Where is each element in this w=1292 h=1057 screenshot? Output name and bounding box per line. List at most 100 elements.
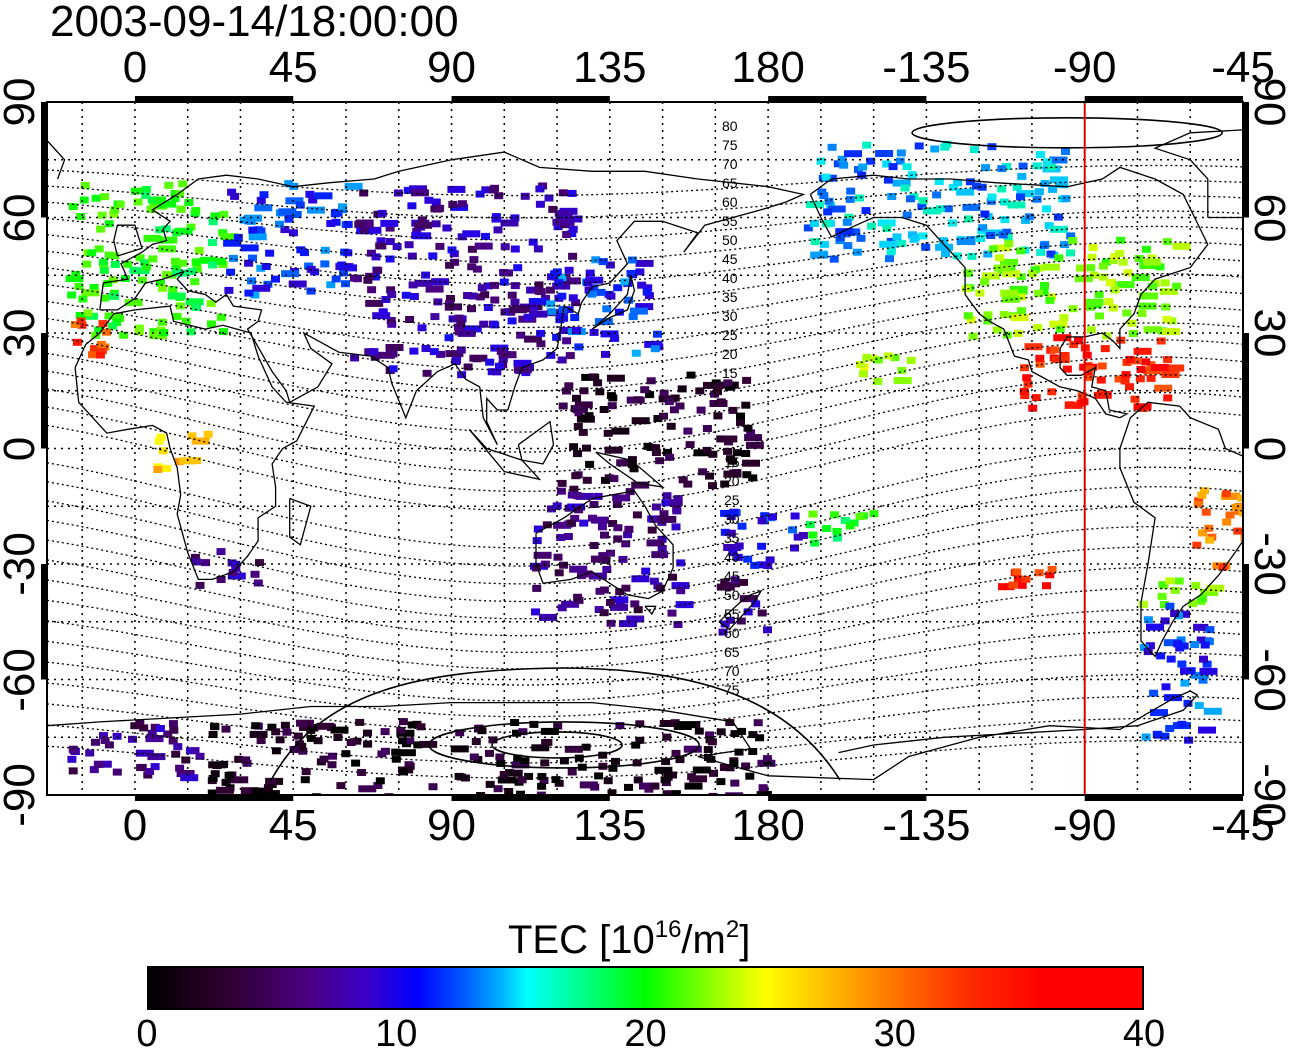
- tec-cell: [123, 260, 133, 268]
- tec-cell: [659, 389, 669, 397]
- tec-cell: [301, 768, 311, 776]
- tec-cell: [224, 286, 234, 294]
- tec-cell: [510, 298, 520, 306]
- tec-cell: [855, 513, 865, 520]
- latitude-tick-label: -30: [1245, 532, 1292, 596]
- tec-cell: [588, 514, 597, 522]
- tec-cell: [1206, 584, 1225, 592]
- tec-cell: [603, 777, 613, 785]
- coastline-11: [595, 451, 665, 488]
- tec-cell: [758, 784, 768, 792]
- tec-cell: [1061, 148, 1070, 155]
- tec-cell: [523, 313, 533, 321]
- tec-cell: [718, 628, 728, 636]
- tec-cell: [74, 282, 84, 290]
- tec-cell: [216, 548, 226, 556]
- tec-cell: [677, 385, 687, 393]
- tec-cell: [693, 449, 712, 457]
- tec-cell: [405, 737, 415, 745]
- tec-cell: [713, 388, 722, 396]
- tec-cell: [178, 180, 188, 188]
- tec-cell: [741, 762, 751, 770]
- contour-label-south: 30: [724, 511, 740, 527]
- tec-cell: [135, 749, 154, 757]
- tec-cell: [230, 776, 249, 784]
- tec-cell: [1075, 264, 1085, 272]
- tec-cell: [1022, 374, 1032, 382]
- tec-cell: [1050, 176, 1068, 184]
- mag-contour-line: [47, 587, 1243, 670]
- tec-cell: [743, 608, 753, 616]
- tec-cell: [539, 777, 549, 784]
- tec-cell: [267, 723, 277, 731]
- tec-cell: [469, 354, 488, 362]
- tec-cell: [201, 559, 211, 567]
- tec-cell: [564, 382, 574, 390]
- tec-cell: [805, 521, 815, 529]
- tec-cell: [195, 752, 205, 760]
- tec-cell: [219, 328, 228, 336]
- tec-cell: [186, 223, 196, 231]
- tec-cell: [1167, 317, 1177, 325]
- tec-cell: [720, 528, 730, 536]
- tec-cell: [528, 298, 547, 305]
- tec-cell: [803, 224, 813, 232]
- coastline-12: [718, 589, 763, 631]
- tec-cell: [649, 577, 659, 585]
- tec-cell: [883, 176, 893, 184]
- tec-cell: [1157, 592, 1167, 600]
- tec-cell: [397, 737, 407, 745]
- tec-cell: [510, 245, 520, 253]
- tec-cell: [155, 725, 165, 732]
- tec-cell: [556, 534, 566, 541]
- tec-cell: [207, 320, 216, 328]
- tec-cell: [404, 241, 414, 249]
- tec-cell: [256, 737, 266, 745]
- tec-cell: [684, 782, 703, 790]
- tec-cell: [472, 265, 482, 273]
- tec-cell: [498, 351, 517, 359]
- tec-cell: [918, 232, 928, 240]
- tec-cell: [745, 441, 764, 449]
- tec-cell: [921, 243, 931, 251]
- tec-cell: [305, 190, 315, 198]
- tec-cell: [153, 466, 163, 473]
- tec-cell: [558, 189, 568, 197]
- contour-label-south: 55: [724, 606, 740, 622]
- tec-cell: [170, 190, 180, 197]
- latitude-tick-label: 60: [1245, 193, 1292, 242]
- tec-cell: [453, 323, 463, 331]
- tec-cell: [108, 322, 118, 330]
- tec-cell: [1089, 271, 1099, 279]
- contour-label-north: 40: [722, 270, 738, 286]
- tec-cell: [1054, 254, 1064, 262]
- tec-cell: [510, 282, 520, 290]
- tec-cell: [140, 259, 150, 267]
- tec-cell: [1002, 270, 1021, 278]
- tec-cell: [575, 492, 594, 500]
- tec-cell: [412, 228, 422, 235]
- tec-cell: [1017, 307, 1026, 315]
- tec-cell: [370, 353, 380, 361]
- mag-contour-line: [47, 356, 1243, 453]
- tec-cell: [742, 459, 760, 467]
- mag-contour-line: [47, 179, 1243, 219]
- tec-cell: [481, 232, 490, 240]
- tec-cell: [1156, 652, 1166, 660]
- tec-cell: [619, 620, 637, 628]
- tec-cell: [430, 205, 440, 213]
- tec-cell: [1138, 600, 1148, 608]
- tec-cell: [723, 544, 742, 551]
- mag-contour-line: [47, 272, 1243, 350]
- tec-cell: [1127, 319, 1137, 327]
- tec-cell: [900, 184, 910, 192]
- contour-label-north: 75: [722, 137, 738, 153]
- tec-cell: [449, 250, 459, 258]
- tec-cell: [479, 320, 489, 328]
- tec-cell: [68, 203, 78, 211]
- tec-cell: [208, 731, 218, 738]
- tec-cell: [873, 378, 883, 385]
- tec-cell: [743, 555, 753, 563]
- tec-cell: [572, 406, 582, 413]
- tec-cell: [810, 539, 820, 547]
